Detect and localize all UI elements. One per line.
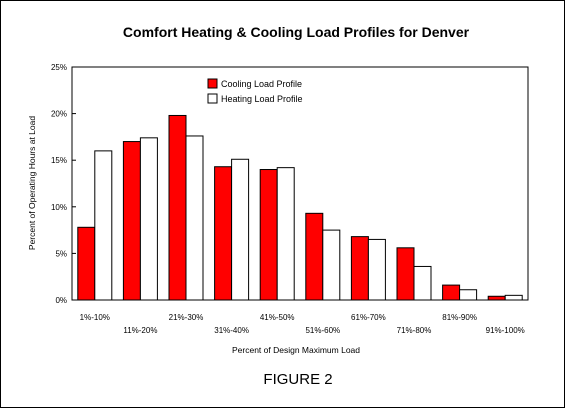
cooling-bar [487, 295, 506, 301]
heating-bar [322, 229, 341, 301]
cooling-bar [122, 141, 141, 301]
heating-bar [94, 150, 113, 301]
plot-area: 0% 5% 10% 15% 20% 25% 1%-10% 11%-20% 21%-30% 31%-… [51, 63, 529, 335]
figure-caption: FIGURE 2 [263, 371, 332, 388]
chart-title: Comfort Heating & Cooling Load Profiles … [123, 24, 470, 40]
legend-label-heating: Heating Load Profile [221, 94, 303, 104]
x-tick-label: 41%-50% [260, 313, 295, 322]
x-tick-label: 51%-60% [305, 326, 340, 335]
y-tick-label: 10% [51, 203, 67, 212]
x-tick-label: 81%-90% [442, 313, 477, 322]
x-tick-label: 71%-80% [397, 326, 432, 335]
plot-border [71, 66, 529, 301]
y-tick-label: 20% [51, 110, 67, 119]
x-tick-label: 11%-20% [123, 326, 157, 335]
y-tick-label: 5% [55, 249, 67, 258]
cooling-bar [396, 247, 415, 301]
y-axis-label: Percent of Operating Hours at Load [27, 116, 37, 250]
y-tick-label: 0% [55, 296, 67, 305]
legend: Cooling Load Profile Heating Load Profile [207, 78, 303, 104]
y-tick-label: 25% [51, 63, 67, 72]
x-tick-label: 61%-70% [351, 313, 386, 322]
cooling-bar [442, 284, 461, 301]
cooling-bar [214, 166, 233, 301]
heating-bar [139, 137, 158, 301]
legend-label-cooling: Cooling Load Profile [221, 79, 302, 89]
heating-bar [459, 289, 478, 301]
cooling-bar [168, 114, 187, 301]
x-tick-label: 21%-30% [169, 313, 204, 322]
heating-bar [185, 135, 204, 301]
legend-swatch-heating [207, 93, 218, 104]
heating-bar [504, 294, 523, 301]
x-axis-label: Percent of Design Maximum Load [232, 345, 360, 355]
heating-bar [231, 158, 250, 301]
x-tick-label: 1%-10% [80, 313, 110, 322]
heating-bar [276, 167, 295, 301]
cooling-bar [305, 212, 324, 301]
cooling-bar [77, 226, 96, 301]
heating-bar [413, 265, 432, 301]
heating-bar [367, 238, 386, 301]
y-tick-label: 15% [51, 156, 67, 165]
x-tick-label: 31%-40% [214, 326, 249, 335]
legend-swatch-cooling [207, 78, 218, 89]
cooling-bar [350, 236, 369, 301]
x-tick-label: 91%-100% [486, 326, 525, 335]
cooling-bar [259, 169, 278, 301]
